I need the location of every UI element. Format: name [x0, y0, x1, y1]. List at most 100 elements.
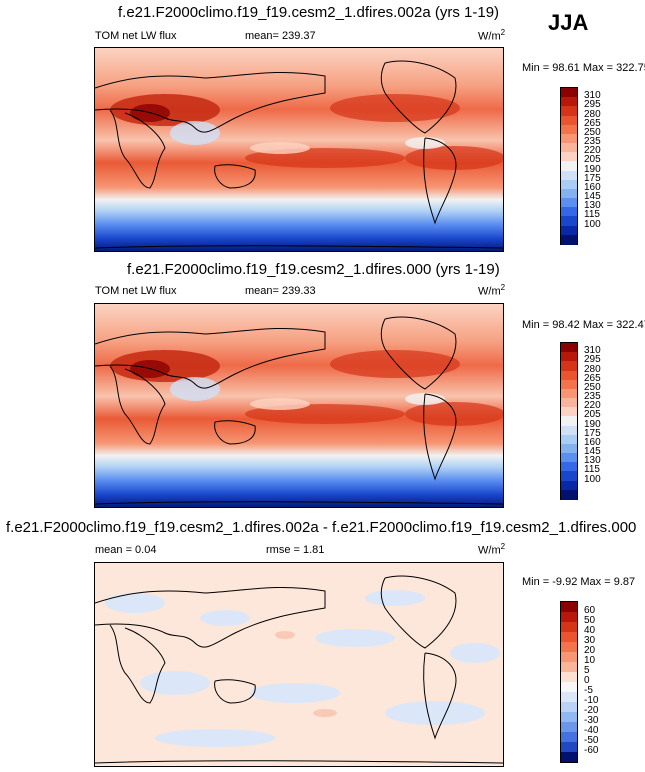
colorbar-tick-label: 220 [584, 145, 601, 157]
panel1-mean-label: mean= 239.37 [245, 30, 316, 42]
colorbar-swatch [561, 352, 577, 363]
colorbar-swatch [561, 752, 577, 762]
panel2-map [94, 303, 504, 508]
colorbar-swatch [561, 143, 577, 154]
colorbar-swatch [561, 207, 577, 218]
colorbar-swatch [561, 471, 577, 482]
colorbar-swatch [561, 152, 577, 163]
colorbar-tick-label: 160 [584, 181, 601, 193]
panel1-variable-label: TOM net LW flux [95, 30, 177, 42]
colorbar-tick-label: 295 [584, 354, 601, 366]
colorbar-swatch [561, 742, 577, 752]
colorbar-tick-label: 265 [584, 117, 601, 129]
panel1-title: f.e21.F2000climo.f19_f19.cesm2_1.dfires.… [118, 4, 500, 21]
colorbar-tick-label: 295 [584, 99, 601, 111]
colorbar-tick-label: 175 [584, 172, 601, 184]
colorbar-tick-label: 190 [584, 418, 601, 430]
colorbar-swatch [561, 662, 577, 672]
panel2-minmax: Min = 98.42 Max = 322.47 [522, 319, 645, 331]
panel1-units: W/m2 [478, 28, 506, 43]
season-label: JJA [548, 10, 589, 35]
colorbar-swatch [561, 398, 577, 409]
colorbar-tick-label: 130 [584, 200, 601, 212]
colorbar-tick-label: 175 [584, 427, 601, 439]
panel2-mean-label: mean= 239.33 [245, 285, 316, 297]
colorbar-tick-label: 100 [584, 473, 601, 485]
colorbar-tick-label: 30 [584, 635, 596, 646]
panel1-map [94, 47, 504, 252]
panel1-colorbar [560, 87, 578, 245]
colorbar-tick-label: 145 [584, 191, 601, 203]
colorbar-swatch [561, 170, 577, 181]
colorbar-swatch [561, 602, 577, 612]
colorbar-tick-label: 190 [584, 163, 601, 175]
colorbar-swatch [561, 179, 577, 190]
colorbar-swatch [561, 712, 577, 722]
colorbar-swatch [561, 361, 577, 372]
colorbar-swatch [561, 462, 577, 473]
colorbar-tick-label: 0 [584, 675, 590, 686]
colorbar-swatch [561, 434, 577, 445]
colorbar-tick-label: 250 [584, 126, 601, 138]
colorbar-tick-label: 250 [584, 381, 601, 393]
panel3-map [94, 562, 504, 767]
colorbar-swatch [561, 343, 577, 353]
panel3-colorbar [560, 601, 578, 763]
colorbar-tick-label: -60 [584, 745, 599, 756]
colorbar-swatch [561, 216, 577, 227]
colorbar-swatch [561, 632, 577, 642]
colorbar-tick-label: 20 [584, 645, 596, 656]
colorbar-tick-label: 115 [584, 209, 600, 221]
colorbar-swatch [561, 489, 577, 500]
colorbar-tick-label: 265 [584, 372, 601, 384]
colorbar-tick-label: 115 [584, 464, 600, 476]
panel2-variable-label: TOM net LW flux [95, 285, 177, 297]
colorbar-tick-label: 60 [584, 605, 596, 616]
colorbar-swatch [561, 225, 577, 236]
colorbar-swatch [561, 702, 577, 712]
colorbar-swatch [561, 443, 577, 454]
panel2-units: W/m2 [478, 283, 506, 298]
colorbar-swatch [561, 692, 577, 702]
colorbar-tick-label: -40 [584, 725, 599, 736]
colorbar-swatch [561, 622, 577, 632]
colorbar-swatch [561, 370, 577, 381]
colorbar-swatch [561, 722, 577, 732]
colorbar-swatch [561, 133, 577, 144]
colorbar-tick-label: 130 [584, 455, 601, 467]
colorbar-swatch [561, 732, 577, 742]
colorbar-swatch [561, 682, 577, 692]
colorbar-swatch [561, 379, 577, 390]
colorbar-tick-label: -20 [584, 705, 599, 716]
panel3-title: f.e21.F2000climo.f19_f19.cesm2_1.dfires.… [6, 519, 637, 536]
colorbar-tick-label: 280 [584, 108, 601, 120]
colorbar-swatch [561, 480, 577, 491]
colorbar-tick-label: 205 [584, 154, 601, 166]
colorbar-swatch [561, 612, 577, 622]
colorbar-tick-label: 235 [584, 391, 601, 403]
colorbar-tick-label: 50 [584, 615, 596, 626]
colorbar-swatch [561, 124, 577, 135]
colorbar-tick-label: -30 [584, 715, 599, 726]
colorbar-tick-label: 160 [584, 436, 601, 448]
colorbar-swatch [561, 115, 577, 126]
colorbar-swatch [561, 161, 577, 172]
colorbar-swatch [561, 416, 577, 427]
colorbar-swatch [561, 97, 577, 108]
colorbar-tick-label: 280 [584, 363, 601, 375]
colorbar-tick-label: 100 [584, 218, 601, 230]
panel2-title: f.e21.F2000climo.f19_f19.cesm2_1.dfires.… [127, 261, 500, 278]
colorbar-swatch [561, 407, 577, 418]
colorbar-tick-label: -50 [584, 735, 599, 746]
colorbar-swatch [561, 388, 577, 399]
colorbar-tick-label: -10 [584, 695, 599, 706]
panel3-mean-label: mean = 0.04 [95, 544, 157, 556]
colorbar-tick-label: 310 [584, 90, 601, 102]
colorbar-tick-label: 310 [584, 345, 601, 357]
panel1-minmax: Min = 98.61 Max = 322.75 [522, 62, 645, 74]
colorbar-tick-label: 220 [584, 400, 601, 412]
colorbar-swatch [561, 234, 577, 245]
colorbar-tick-label: -5 [584, 685, 593, 696]
colorbar-swatch [561, 88, 577, 98]
colorbar-swatch [561, 642, 577, 652]
